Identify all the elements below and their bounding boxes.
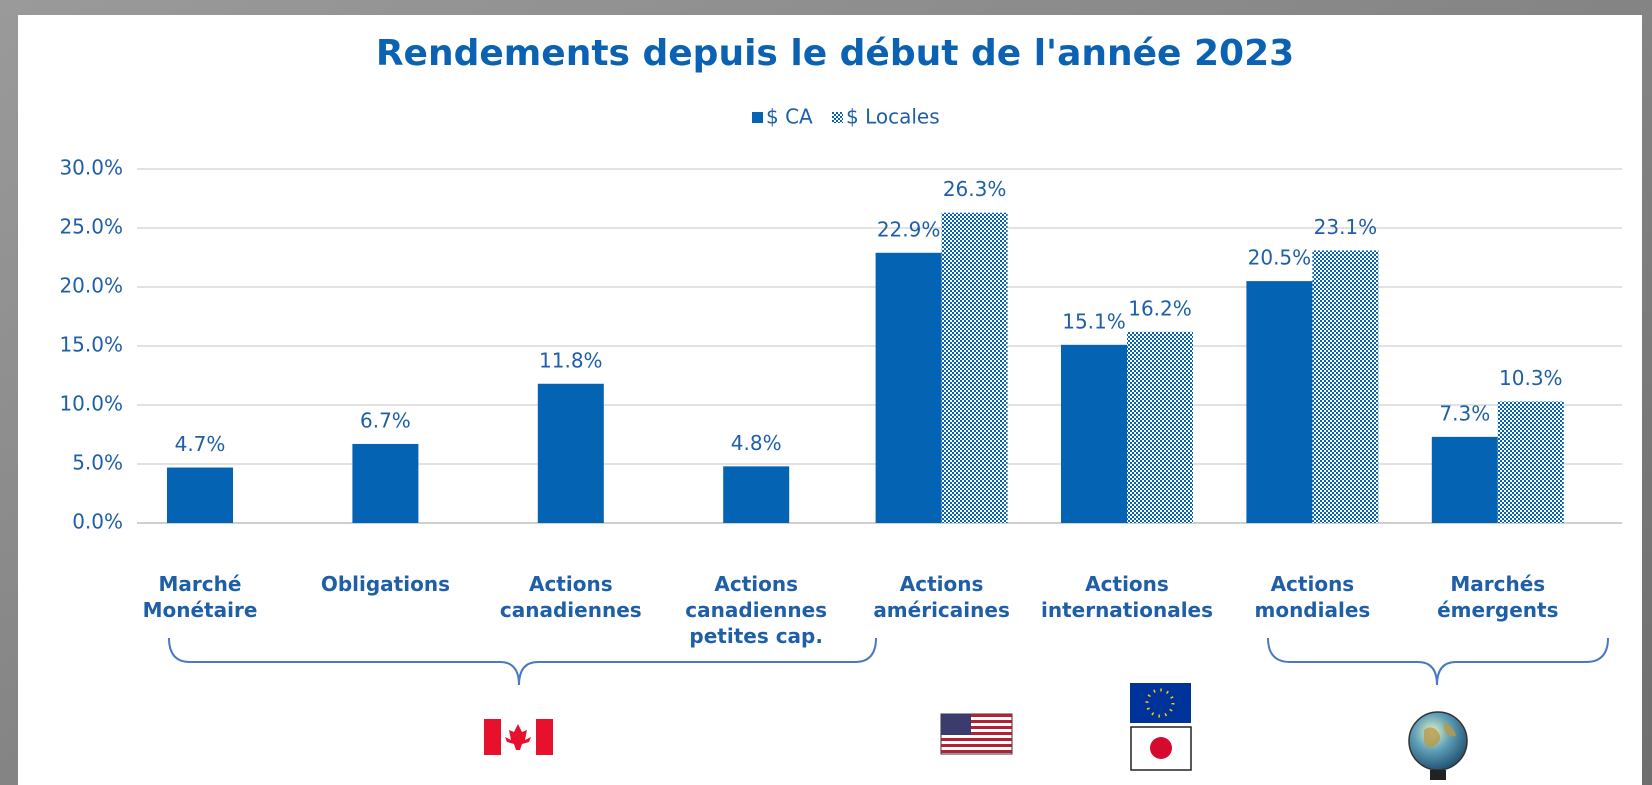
legend-label: $ Locales (846, 105, 940, 129)
value-label: 10.3% (1499, 366, 1563, 390)
x-tick-line: Obligations (321, 572, 450, 596)
value-label: 4.7% (175, 432, 226, 456)
x-tick-line: petites cap. (689, 624, 823, 648)
x-tick-label: Marchés émergents (1437, 572, 1558, 622)
panel (18, 15, 1642, 785)
value-label: 6.7% (360, 408, 411, 432)
flag-usa (940, 713, 1013, 755)
value-label: 22.9% (877, 217, 941, 241)
x-tick-label: Actions canadiennes petites cap. (685, 572, 827, 648)
value-label: 16.2% (1128, 296, 1192, 320)
chart-title: Rendements depuis le début de l'année 20… (376, 33, 1294, 74)
y-tick-label: 15.0% (59, 333, 123, 357)
legend-swatch (752, 112, 763, 123)
x-tick-line: Actions (714, 572, 798, 596)
bar (941, 212, 1008, 523)
flag-canada (484, 719, 553, 755)
brace (1267, 637, 1609, 686)
value-label: 7.3% (1439, 401, 1490, 425)
x-tick-label: Actions mondiales (1254, 572, 1370, 622)
x-tick-line: internationales (1041, 598, 1213, 622)
y-tick-label: 30.0% (59, 156, 123, 180)
bar (167, 467, 233, 523)
x-tick-line: Actions (900, 572, 984, 596)
bar (352, 443, 419, 523)
bar (1431, 436, 1498, 523)
value-label: 20.5% (1248, 246, 1312, 270)
value-label: 23.1% (1314, 215, 1378, 239)
x-tick-line: Marchés (1450, 572, 1545, 596)
y-tick-label: 10.0% (59, 392, 123, 416)
bar (1127, 331, 1193, 523)
x-tick-line: canadiennes (685, 598, 827, 622)
bar (1312, 250, 1379, 524)
flag-japan (1130, 726, 1192, 771)
x-tick-line: Marché (159, 572, 242, 596)
bar (537, 383, 604, 523)
x-tick-line: canadiennes (500, 598, 642, 622)
bar (1497, 401, 1564, 523)
value-label: 4.8% (731, 431, 782, 455)
bar (875, 252, 942, 523)
x-tick-line: Actions (529, 572, 613, 596)
bar (1061, 344, 1127, 523)
y-tick-label: 20.0% (59, 274, 123, 298)
value-label: 15.1% (1062, 309, 1126, 333)
legend-swatch (832, 112, 843, 123)
y-tick-label: 0.0% (72, 510, 123, 534)
value-label: 11.8% (539, 348, 603, 372)
x-tick-line: américaines (873, 598, 1010, 622)
x-tick-line: Monétaire (143, 598, 258, 622)
x-tick-label: Marché Monétaire (143, 572, 258, 622)
bar (723, 466, 790, 523)
x-tick-label: Actions américaines (873, 572, 1010, 622)
globe (1408, 711, 1468, 780)
x-tick-line: mondiales (1254, 598, 1370, 622)
bar (1246, 281, 1313, 523)
x-tick-line: Actions (1271, 572, 1355, 596)
x-tick-line: Actions (1085, 572, 1169, 596)
x-tick-label: Actions internationales (1041, 572, 1213, 622)
brace (168, 637, 877, 686)
legend-label: $ CA (766, 105, 813, 129)
y-tick-label: 25.0% (59, 215, 123, 239)
value-label: 26.3% (943, 177, 1007, 201)
y-tick-label: 5.0% (72, 451, 123, 475)
x-tick-line: émergents (1437, 598, 1558, 622)
x-tick-label: Actions canadiennes (500, 572, 642, 622)
x-tick-label: Obligations (321, 572, 450, 596)
flag-eu (1130, 683, 1191, 723)
